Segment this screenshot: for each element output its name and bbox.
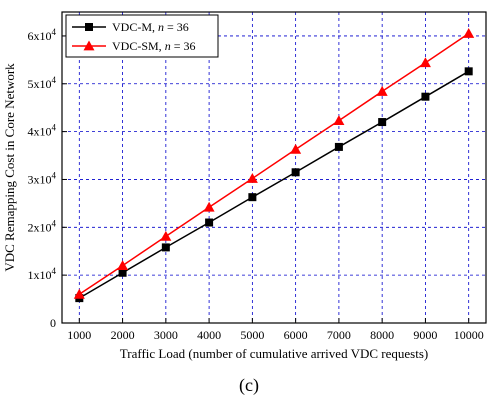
x-tick-label: 10000 [454,328,484,342]
legend-label: VDC-SM, n = 36 [112,39,195,53]
figure-caption: (c) [239,375,259,396]
data-point [248,193,257,202]
y-tick-label: 4x104 [28,123,57,139]
y-tick-label: 0 [50,316,56,330]
x-tick-label: 1000 [67,328,91,342]
data-point [419,57,431,68]
data-point [463,28,475,38]
x-tick-label: 5000 [240,328,264,342]
legend-marker [83,40,95,51]
x-tick-label: 9000 [413,328,437,342]
data-point [464,67,473,76]
series-1 [75,67,473,303]
axis-ticks: 1000 2000 3000 4000 5000 6000 7000 8000 9000 1000… [28,27,484,342]
data-point [160,230,172,241]
legend: VDC-M, n = 36 VDC-SM, n = 36 [65,14,219,58]
legend-item: VDC-SM, n = 36 [72,39,195,53]
legend-label: VDC-M, n = 36 [112,20,189,34]
data-point [117,260,129,270]
x-tick-label: 3000 [154,328,178,342]
x-tick-label: 2000 [111,328,135,342]
data-point [205,218,214,227]
x-tick-label: 6000 [284,328,308,342]
series-line [78,32,470,295]
data-point [291,168,300,177]
y-tick-label: 6x104 [28,27,57,43]
x-axis-label: Traffic Load (number of cumulative arriv… [120,346,428,361]
y-axis-label: VDC Remapping Cost in Core Network [2,63,17,272]
data-point [118,268,127,277]
y-tick-label: 1x104 [28,266,57,282]
series-2 [73,28,475,299]
legend-marker [85,23,93,31]
x-tick-label: 4000 [197,328,221,342]
y-tick-label: 5x104 [28,75,57,91]
data-point [246,173,258,183]
data-point [73,288,85,299]
y-tick-label: 3x104 [28,170,57,186]
grid-lines [62,12,486,323]
x-tick-label: 8000 [370,328,394,342]
data-point [161,243,170,252]
data-point [333,115,345,126]
data-series [73,28,475,303]
data-point [290,143,302,154]
data-point [203,201,215,212]
data-point [378,118,387,127]
legend-item: VDC-M, n = 36 [72,20,189,34]
x-tick-label: 7000 [327,328,351,342]
series-line [78,70,470,299]
data-point [376,85,388,96]
y-tick-label: 2x104 [28,218,57,234]
plot-frame [61,11,487,324]
data-point [421,92,430,101]
data-point [334,142,343,151]
